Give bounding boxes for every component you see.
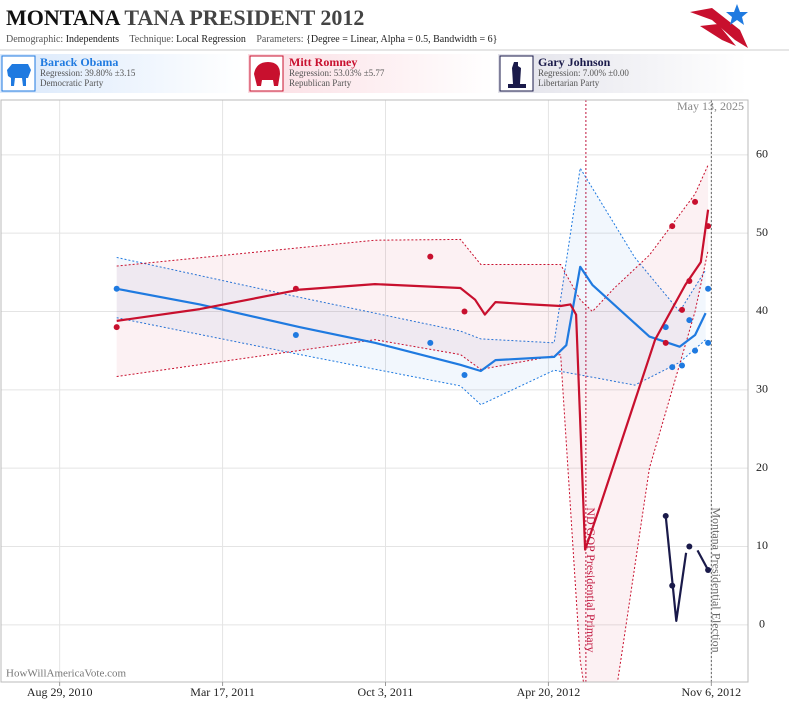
legend-regression: Regression: 39.80% ±3.15 <box>40 68 136 78</box>
poll-point <box>669 582 676 589</box>
legend-box <box>0 54 243 93</box>
legend-box <box>498 54 747 93</box>
footer: HowWillAmericaVote.com <box>6 668 126 680</box>
confidence-band <box>116 168 706 405</box>
poll-point <box>692 347 699 354</box>
poll-point <box>292 285 299 292</box>
x-tick-label: Mar 17, 2011 <box>190 685 255 699</box>
x-tick-label: Oct 3, 2011 <box>358 685 414 699</box>
x-tick-label: Apr 20, 2012 <box>517 685 581 699</box>
poll-point <box>705 339 712 346</box>
legend-name: Gary Johnson <box>538 55 611 69</box>
x-tick-label: Aug 29, 2010 <box>27 685 93 699</box>
band-upper <box>116 164 709 313</box>
y-tick-label: 50 <box>756 225 768 239</box>
poll-point <box>692 198 699 205</box>
y-tick-label: 10 <box>756 538 768 552</box>
poll-point <box>461 371 468 378</box>
poll-point <box>705 285 712 292</box>
y-tick-label: 40 <box>756 303 768 317</box>
poll-point <box>662 512 669 519</box>
y-tick-label: 60 <box>756 147 768 161</box>
legend-party: Democratic Party <box>40 78 104 88</box>
poll-point <box>669 364 676 371</box>
poll-point <box>705 223 712 230</box>
regression-line <box>116 209 710 551</box>
regression-line <box>664 515 710 622</box>
subtitle: Demographic: Independents Technique: Loc… <box>6 34 497 45</box>
poll-point <box>292 331 299 338</box>
poll-point <box>669 223 676 230</box>
confidence-band <box>116 165 709 682</box>
legend-box <box>248 54 493 93</box>
poll-point <box>461 308 468 315</box>
legend-regression: Regression: 7.00% ±0.00 <box>538 68 629 78</box>
legend-party: Republican Party <box>289 78 352 88</box>
legend-name: Mitt Romney <box>289 55 357 69</box>
poll-point <box>686 317 693 324</box>
y-tick-label: 0 <box>759 617 765 631</box>
poll-point <box>705 566 712 573</box>
legend: Barack Obama Regression: 39.80% ±3.15 De… <box>0 54 747 93</box>
logo <box>690 4 748 48</box>
poll-point <box>662 324 669 331</box>
y-tick-label: 20 <box>756 460 768 474</box>
poll-point <box>679 362 686 369</box>
plot-area <box>1 100 748 682</box>
band-lower <box>116 250 709 682</box>
poll-point <box>427 339 434 346</box>
legend-regression: Regression: 53.03% ±5.77 <box>289 68 385 78</box>
legend-name: Barack Obama <box>40 55 118 69</box>
poll-point <box>662 339 669 346</box>
poll-point <box>427 253 434 260</box>
legend-party: Libertarian Party <box>538 78 600 88</box>
poll-point <box>679 306 686 313</box>
regression-line <box>116 265 707 373</box>
poll-point <box>686 277 693 284</box>
y-tick-label: 30 <box>756 382 768 396</box>
poll-point <box>113 285 120 292</box>
event-label: ND GOP Presidential Primary <box>584 507 598 652</box>
title: MONTANA TANA PRESIDENT 2012 <box>6 5 364 30</box>
plot-frame <box>0 99 749 683</box>
date-stamp: May 13, 2025 <box>677 99 744 113</box>
event-label: Montana Presidential Election <box>710 507 724 652</box>
band-lower <box>116 317 706 406</box>
poll-point <box>686 543 693 550</box>
x-tick-label: Nov 6, 2012 <box>682 685 742 699</box>
poll-point <box>113 324 120 331</box>
